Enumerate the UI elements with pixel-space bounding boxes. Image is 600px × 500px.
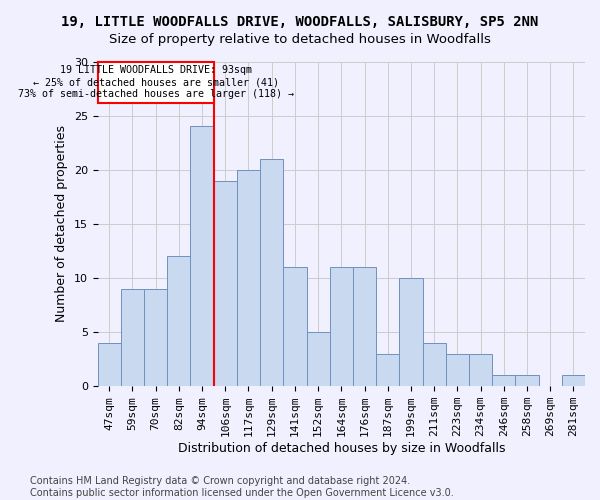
Bar	[562, 376, 585, 386]
Bar	[260, 159, 283, 386]
Bar	[376, 354, 400, 386]
Text: Contains HM Land Registry data © Crown copyright and database right 2024.
Contai: Contains HM Land Registry data © Crown c…	[30, 476, 454, 498]
Text: 19 LITTLE WOODFALLS DRIVE: 93sqm
← 25% of detached houses are smaller (41)
73% o: 19 LITTLE WOODFALLS DRIVE: 93sqm ← 25% o…	[17, 66, 293, 98]
Y-axis label: Number of detached properties: Number of detached properties	[55, 126, 68, 322]
Bar	[422, 343, 446, 386]
Bar	[307, 332, 330, 386]
Bar	[330, 267, 353, 386]
Bar	[400, 278, 422, 386]
Bar	[98, 343, 121, 386]
Bar	[515, 376, 539, 386]
Bar	[469, 354, 492, 386]
Bar	[167, 256, 190, 386]
Bar	[492, 376, 515, 386]
Bar	[237, 170, 260, 386]
Bar	[121, 289, 144, 386]
Bar	[353, 267, 376, 386]
X-axis label: Distribution of detached houses by size in Woodfalls: Distribution of detached houses by size …	[178, 442, 505, 455]
Bar	[144, 289, 167, 386]
Text: 19, LITTLE WOODFALLS DRIVE, WOODFALLS, SALISBURY, SP5 2NN: 19, LITTLE WOODFALLS DRIVE, WOODFALLS, S…	[61, 15, 539, 29]
Text: Size of property relative to detached houses in Woodfalls: Size of property relative to detached ho…	[109, 32, 491, 46]
Bar	[283, 267, 307, 386]
Bar	[190, 126, 214, 386]
Bar	[446, 354, 469, 386]
Bar	[214, 180, 237, 386]
FancyBboxPatch shape	[98, 62, 214, 102]
